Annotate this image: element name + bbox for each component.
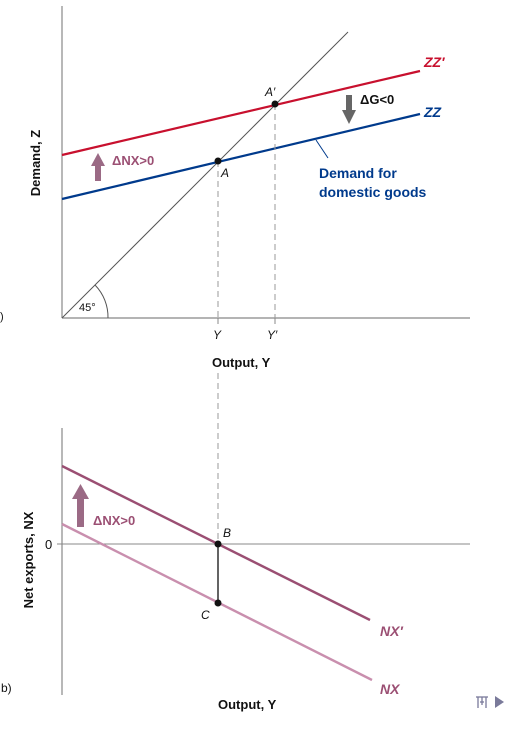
panel-a-delta-nx-label: ΔNX>0 bbox=[112, 153, 154, 168]
panel-a-x-axis-label: Output, Y bbox=[212, 355, 271, 370]
point-c-label: C bbox=[201, 608, 210, 622]
point-b bbox=[214, 540, 222, 548]
panel-b-delta-nx-up-arrow-icon bbox=[72, 484, 89, 527]
point-a-label: A bbox=[220, 166, 229, 180]
forty-five-degree-line bbox=[61, 31, 349, 319]
zz-label: ZZ bbox=[423, 104, 442, 120]
panel-a-letter: ) bbox=[0, 311, 4, 323]
demand-label-line1: Demand for bbox=[319, 165, 397, 181]
point-b-label: B bbox=[223, 526, 231, 540]
panel-a: Demand, Z Output, Y ZZ′ ZZ ΔG<0 ΔNX>0 De… bbox=[0, 6, 470, 370]
nx-prime-label: NX′ bbox=[380, 623, 403, 639]
zz-prime-label: ZZ′ bbox=[423, 54, 445, 70]
point-a-prime bbox=[271, 100, 279, 108]
point-a bbox=[214, 157, 222, 165]
delta-g-label: ΔG<0 bbox=[360, 92, 394, 107]
list-icon[interactable] bbox=[475, 695, 489, 709]
delta-nx-up-arrow-icon bbox=[91, 153, 105, 181]
panel-a-y-axis-label: Demand, Z bbox=[28, 130, 43, 197]
panel-b-delta-nx-label: ΔNX>0 bbox=[93, 513, 135, 528]
point-c bbox=[214, 599, 222, 607]
demand-pointer-line bbox=[315, 139, 329, 159]
delta-g-down-arrow-icon bbox=[342, 95, 356, 124]
zz-prime-curve bbox=[61, 69, 421, 157]
demand-label-line2: domestic goods bbox=[319, 184, 427, 200]
point-a-prime-label: A′ bbox=[264, 85, 276, 99]
zero-label: 0 bbox=[45, 537, 52, 552]
panel-b-y-axis-label: Net exports, NX bbox=[21, 511, 36, 608]
panel-b-letter: b) bbox=[1, 681, 12, 695]
tick-y-label: Y bbox=[213, 328, 222, 342]
angle-arc bbox=[94, 284, 109, 319]
tick-y-prime-label: Y′ bbox=[267, 328, 278, 342]
play-arrow-icon[interactable] bbox=[495, 696, 504, 708]
zz-curve bbox=[61, 112, 421, 201]
angle-label: 45° bbox=[79, 302, 96, 314]
nx-label: NX bbox=[380, 681, 401, 697]
panel-b-x-axis-label: Output, Y bbox=[218, 697, 277, 712]
panel-b: Net exports, NX Output, Y 0 ΔNX>0 NX′ NX… bbox=[1, 428, 470, 712]
